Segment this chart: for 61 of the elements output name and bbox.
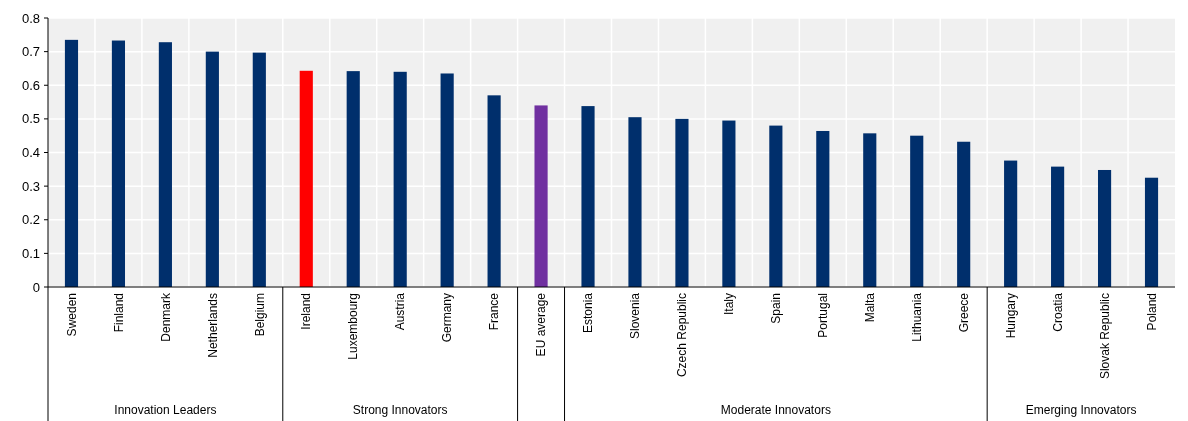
- bar: [299, 70, 313, 287]
- x-tick-label: Austria: [393, 292, 408, 331]
- x-tick-label: Denmark: [158, 292, 173, 342]
- x-tick-label: Netherlands: [205, 293, 220, 358]
- y-tick-label: 0.8: [21, 10, 40, 26]
- x-tick-label: Finland: [111, 293, 126, 333]
- bar: [487, 95, 501, 287]
- x-tick-label: Greece: [956, 292, 971, 333]
- bar: [722, 120, 736, 287]
- bar: [581, 106, 595, 287]
- bar: [816, 130, 830, 287]
- bar: [675, 118, 689, 287]
- y-tick-label: 0.1: [21, 245, 40, 261]
- x-tick-label: Luxembourg: [346, 293, 361, 360]
- x-tick-label: France: [487, 292, 502, 331]
- x-tick-label: Lithuania: [909, 292, 924, 342]
- y-tick-label: 0.3: [21, 178, 40, 194]
- bar: [863, 133, 877, 287]
- bar: [64, 39, 79, 287]
- bar: [252, 52, 266, 287]
- bar: [769, 125, 783, 287]
- x-tick-label: Slovenia: [628, 292, 643, 340]
- bar: [910, 135, 924, 287]
- x-tick-label: Belgium: [252, 293, 267, 337]
- bar: [957, 141, 971, 287]
- x-tick-label: Ireland: [299, 293, 314, 330]
- text: Emerging Innovators: [1025, 403, 1137, 417]
- bar: [1097, 169, 1112, 287]
- y-tick-label: 0.2: [21, 212, 40, 228]
- bar: [393, 71, 407, 287]
- y-tick-label: 0.4: [21, 145, 40, 161]
- text: Innovation Leaders: [114, 403, 217, 417]
- x-tick-label: Croatia: [1050, 292, 1065, 332]
- bar: [440, 73, 454, 287]
- bar: [1144, 177, 1159, 287]
- x-tick-label: Sweden: [64, 293, 79, 337]
- bar: [534, 105, 548, 287]
- y-tick-label: 0.5: [21, 111, 40, 127]
- x-tick-label: Poland: [1144, 293, 1159, 331]
- bar: [205, 51, 219, 287]
- x-tick-label: Germany: [440, 293, 455, 343]
- x-tick-label: Estonia: [581, 292, 596, 334]
- x-tick-label: Hungary: [1003, 293, 1018, 339]
- x-tick-label: Italy: [722, 293, 737, 316]
- bar: [628, 117, 642, 287]
- x-tick-label: Malta: [862, 292, 877, 323]
- bar: [346, 71, 360, 287]
- x-tick-label: Czech Republic: [675, 293, 690, 378]
- bar: [1004, 160, 1018, 287]
- text: Strong Innovators: [352, 403, 448, 417]
- y-tick-label: 0.7: [21, 44, 40, 60]
- x-tick-label: Portugal: [816, 293, 831, 338]
- text: Moderate Innovators: [720, 403, 831, 417]
- y-tick-label: 0.6: [21, 77, 40, 93]
- bar: [1051, 166, 1065, 287]
- x-tick-label: Spain: [769, 293, 784, 324]
- x-tick-label: EU average: [534, 292, 549, 357]
- bar: [111, 40, 126, 287]
- y-tick-label: 0: [32, 279, 40, 295]
- bar: [158, 42, 172, 287]
- x-tick-label: Slovak Republic: [1097, 293, 1112, 380]
